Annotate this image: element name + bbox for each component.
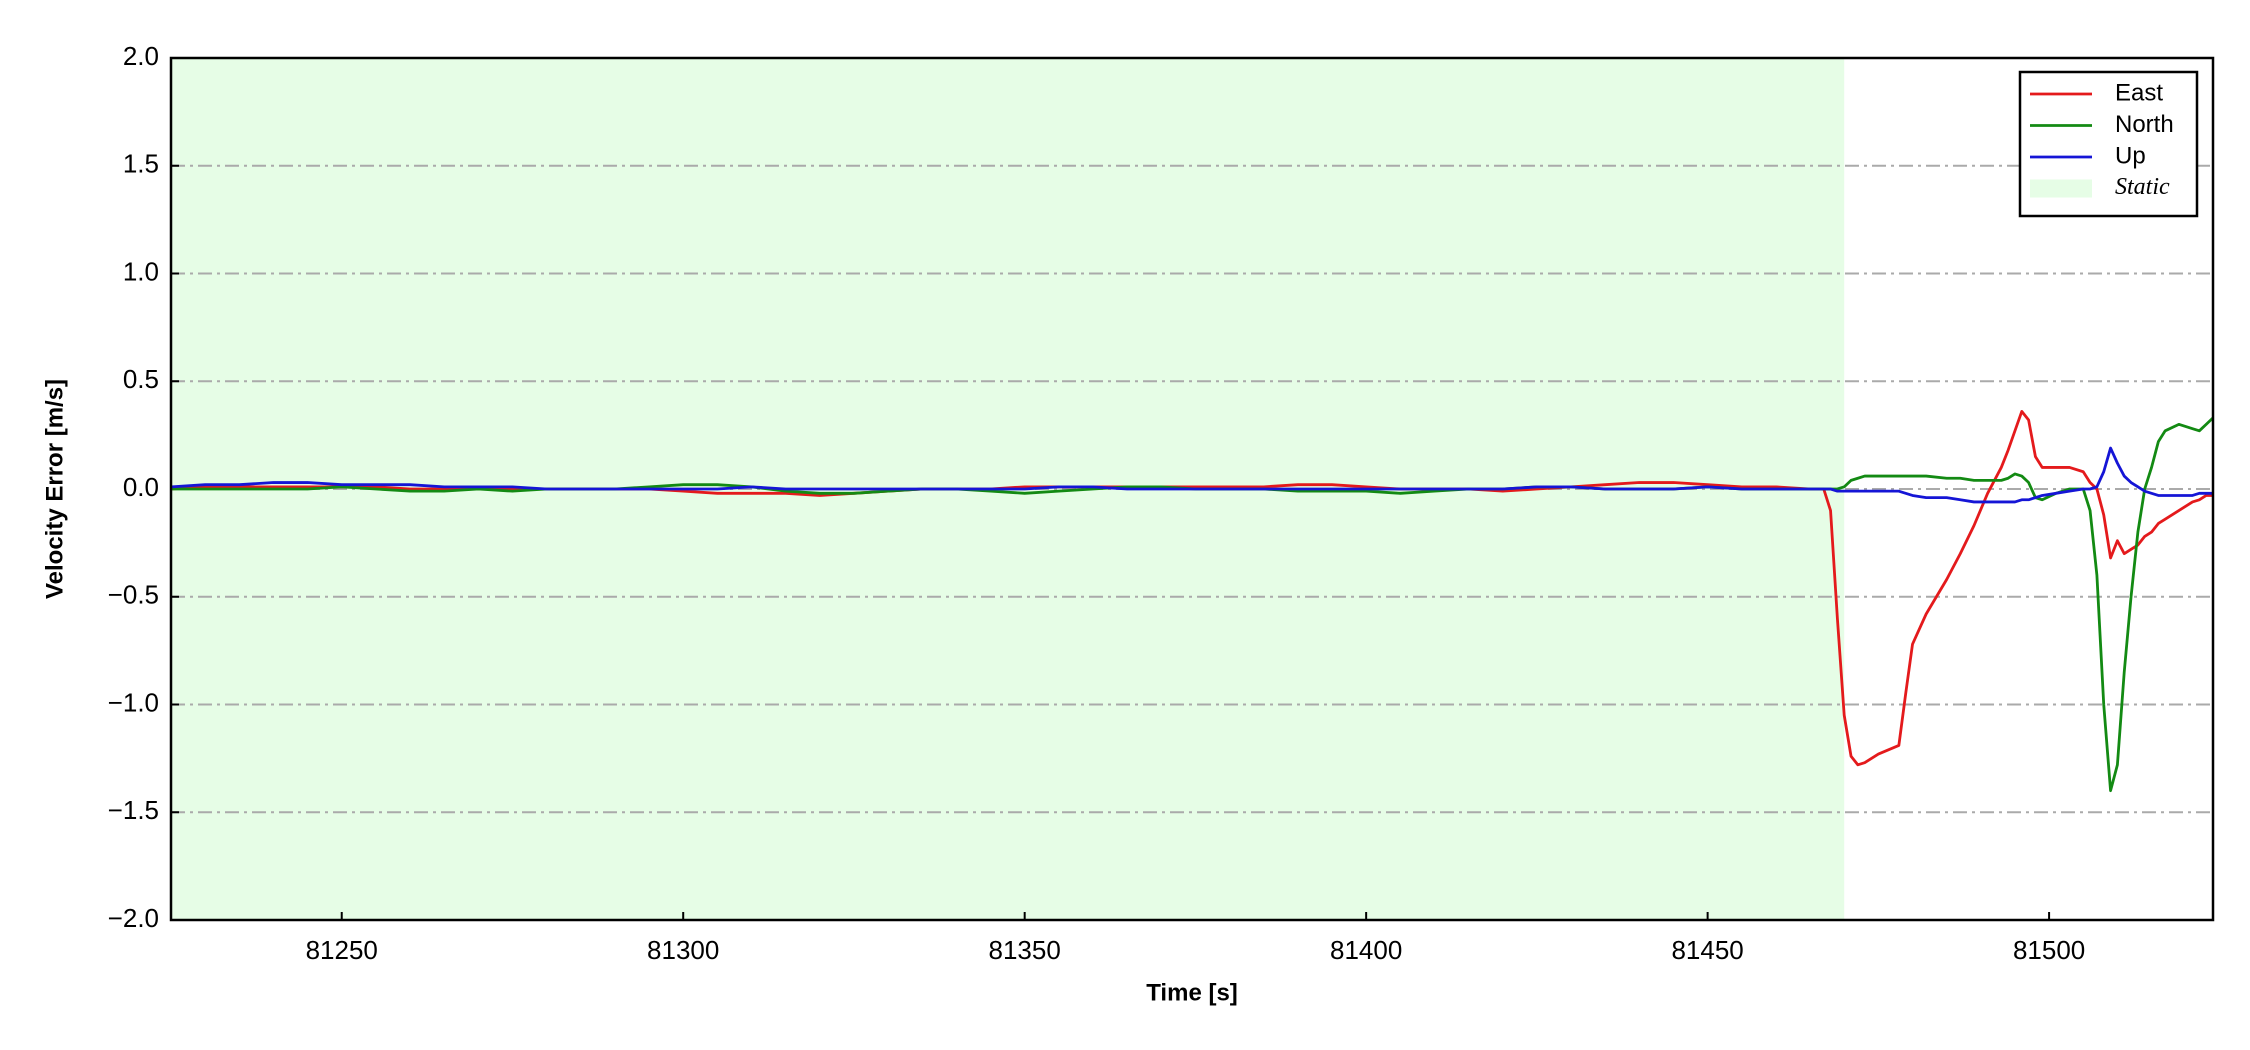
legend-label: Static: [2115, 174, 2170, 200]
legend-label: East: [2115, 79, 2163, 106]
x-axis-title: Time [s]: [1146, 979, 1238, 1006]
legend-swatch: [2030, 179, 2092, 198]
x-tick-label: 81450: [1671, 935, 1743, 965]
y-tick-label: 2.0: [123, 41, 159, 71]
y-tick-label: −1.0: [108, 687, 159, 717]
x-tick-label: 81350: [989, 935, 1061, 965]
x-tick-label: 81400: [1330, 935, 1402, 965]
y-tick-label: 0.0: [123, 472, 159, 502]
legend-label: North: [2115, 111, 2174, 138]
y-tick-label: 0.5: [123, 364, 159, 394]
y-tick-label: 1.0: [123, 256, 159, 286]
legend-label: Up: [2115, 142, 2146, 169]
x-tick-label: 81300: [647, 935, 719, 965]
x-tick-label: 81250: [306, 935, 378, 965]
y-tick-label: −0.5: [108, 580, 159, 610]
x-tick-label: 81500: [2013, 935, 2085, 965]
y-axis-title: Velocity Error [m/s]: [41, 379, 68, 599]
plot-frame: [169, 56, 2215, 922]
y-tick-label: −1.5: [108, 795, 159, 825]
y-tick-label: −2.0: [108, 903, 159, 933]
series-line: [171, 446, 2213, 504]
y-tick-label: 1.5: [123, 149, 159, 179]
